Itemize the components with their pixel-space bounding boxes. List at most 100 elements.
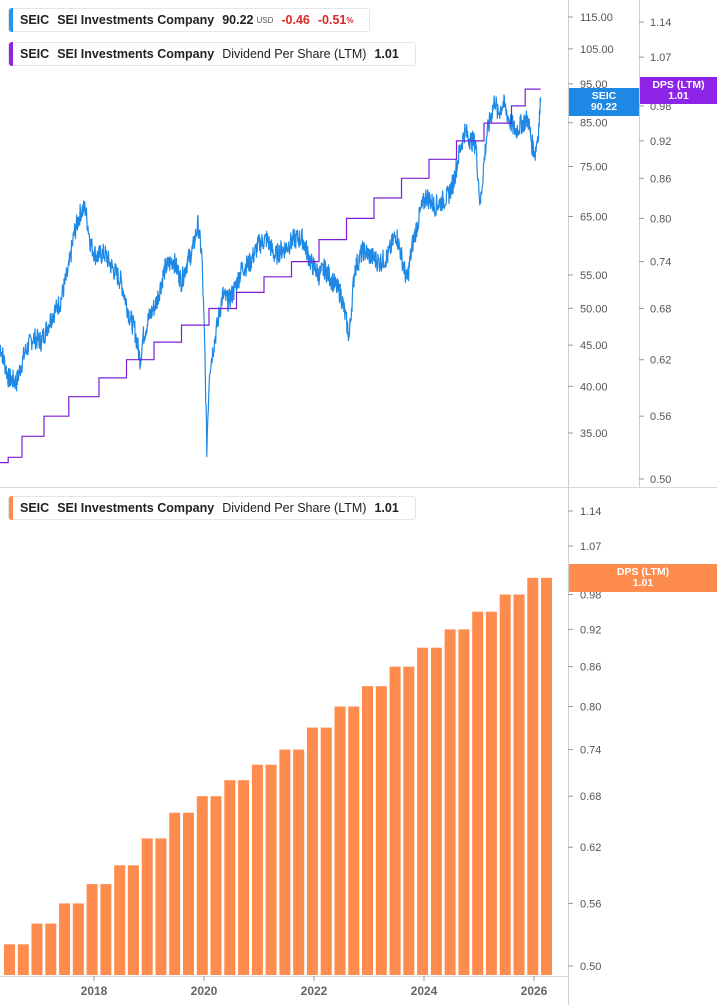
dps-bar bbox=[114, 865, 126, 975]
legend-price-ticker: SEIC bbox=[20, 13, 50, 27]
price-tick-label: 115.00 bbox=[580, 12, 613, 24]
legend-dps-value: 1.01 bbox=[374, 47, 399, 61]
price-tick-label: 75.00 bbox=[580, 161, 608, 173]
x-tick-label: 2026 bbox=[521, 984, 548, 998]
legend-dps-bars-metric: Dividend Per Share (LTM) bbox=[222, 501, 367, 515]
legend-dps-swatch bbox=[9, 42, 13, 66]
dps-bars-tag-name: DPS (LTM) bbox=[616, 566, 670, 578]
price-series-line bbox=[0, 94, 542, 458]
price-tick-label: 85.00 bbox=[580, 118, 608, 130]
dps-bar bbox=[72, 903, 84, 975]
bar-tick-label: 0.92 bbox=[580, 624, 601, 636]
legend-dps-bars-company: SEI Investments Company bbox=[57, 501, 215, 515]
dps-bar bbox=[224, 780, 236, 975]
dps-bar bbox=[210, 796, 222, 975]
dps-bar bbox=[417, 647, 429, 975]
price-tick-label: 55.00 bbox=[580, 270, 608, 282]
dps-bar bbox=[86, 884, 98, 975]
x-tick-label: 2024 bbox=[411, 984, 438, 998]
dps-bar bbox=[59, 903, 71, 975]
dps-bar bbox=[527, 577, 539, 975]
legend-price[interactable]: SEIC SEI Investments Company 90.22 USD -… bbox=[8, 8, 371, 32]
legend-price-value: 90.22 bbox=[222, 13, 254, 27]
dps-bar bbox=[141, 838, 153, 975]
x-tick-label: 2022 bbox=[301, 984, 328, 998]
dps-bar bbox=[17, 944, 29, 975]
dps-bar bbox=[155, 838, 167, 975]
dps-bar bbox=[375, 686, 387, 975]
x-tick-label: 2020 bbox=[191, 984, 218, 998]
price-tick-label: 105.00 bbox=[580, 44, 614, 56]
bar-tick-label: 0.56 bbox=[580, 898, 601, 910]
dps-last-tag: DPS (LTM) 1.01 bbox=[640, 77, 717, 104]
dps-bar bbox=[196, 796, 208, 975]
dps-bar bbox=[238, 780, 250, 975]
legend-dps-ticker: SEIC bbox=[20, 47, 50, 61]
legend-dps-bars-swatch bbox=[9, 496, 13, 520]
dps-bar bbox=[334, 706, 346, 975]
bar-tick-label: 0.50 bbox=[580, 961, 601, 973]
legend-dps-bars[interactable]: SEIC SEI Investments Company Dividend Pe… bbox=[8, 496, 416, 520]
dps-bar bbox=[251, 764, 263, 975]
legend-dps-bars-value: 1.01 bbox=[374, 501, 399, 515]
legend-price-swatch bbox=[9, 8, 13, 32]
dps-tick-label: 0.56 bbox=[650, 411, 671, 423]
dps-tick-label: 1.14 bbox=[650, 17, 671, 29]
dps-bar bbox=[430, 647, 442, 975]
dps-bars-tag-value: 1.01 bbox=[632, 577, 654, 589]
dps-bar bbox=[100, 884, 112, 975]
bar-tick-label: 0.86 bbox=[580, 662, 601, 674]
legend-price-pct-symbol: % bbox=[346, 15, 354, 25]
dps-bar bbox=[127, 865, 139, 975]
dps-bar bbox=[31, 923, 43, 975]
legend-dps[interactable]: SEIC SEI Investments Company Dividend Pe… bbox=[8, 42, 416, 66]
dps-tick-label: 0.80 bbox=[650, 213, 671, 225]
dps-tick-label: 0.92 bbox=[650, 136, 671, 148]
legend-price-currency: USD bbox=[256, 15, 274, 25]
dps-bar bbox=[513, 594, 525, 975]
legend-dps-company: SEI Investments Company bbox=[57, 47, 215, 61]
dps-tick-label: 0.86 bbox=[650, 173, 671, 185]
bar-tick-label: 1.07 bbox=[580, 541, 601, 553]
price-tick-label: 45.00 bbox=[580, 340, 608, 352]
dps-bar bbox=[458, 629, 470, 975]
x-tick-label: 2018 bbox=[81, 984, 108, 998]
bar-tick-label: 0.68 bbox=[580, 791, 601, 803]
dps-bar bbox=[485, 611, 497, 975]
dps-tick-label: 0.74 bbox=[650, 257, 671, 269]
price-tag-name: SEIC bbox=[591, 90, 617, 102]
price-tick-label: 40.00 bbox=[580, 381, 608, 393]
price-tick-label: 50.00 bbox=[580, 303, 608, 315]
bar-tick-label: 1.14 bbox=[580, 506, 601, 518]
dps-bar bbox=[472, 611, 484, 975]
dps-bar bbox=[265, 764, 277, 975]
dps-tick-label: 0.68 bbox=[650, 304, 671, 316]
dps-bar bbox=[293, 749, 305, 975]
dps-bar bbox=[541, 577, 552, 975]
dps-tag-value: 1.01 bbox=[668, 90, 689, 102]
dps-tick-label: 0.50 bbox=[650, 474, 671, 486]
legend-price-company: SEI Investments Company bbox=[57, 13, 215, 27]
dps-step-line bbox=[0, 88, 541, 464]
dps-bar bbox=[320, 727, 332, 975]
dps-tick-label: 1.07 bbox=[650, 52, 671, 64]
dps-bar bbox=[403, 666, 415, 975]
legend-price-change-pct: -0.51 bbox=[317, 13, 347, 27]
dps-bar bbox=[279, 749, 291, 975]
legend-price-change: -0.46 bbox=[281, 13, 310, 27]
dps-bar bbox=[4, 944, 15, 975]
dps-bar bbox=[444, 629, 456, 975]
dps-bar bbox=[389, 666, 401, 975]
dps-bar bbox=[362, 686, 373, 975]
bar-tick-label: 0.62 bbox=[580, 842, 601, 854]
dps-bar bbox=[499, 594, 511, 975]
dps-bar bbox=[45, 923, 57, 975]
legend-dps-metric: Dividend Per Share (LTM) bbox=[222, 47, 367, 61]
dps-tag-name: DPS (LTM) bbox=[652, 79, 705, 91]
dps-bar bbox=[169, 812, 181, 975]
bar-tick-label: 0.74 bbox=[580, 745, 601, 757]
dps-bar bbox=[348, 706, 360, 975]
dps-bar bbox=[183, 812, 194, 975]
bar-tick-label: 0.98 bbox=[580, 589, 601, 601]
